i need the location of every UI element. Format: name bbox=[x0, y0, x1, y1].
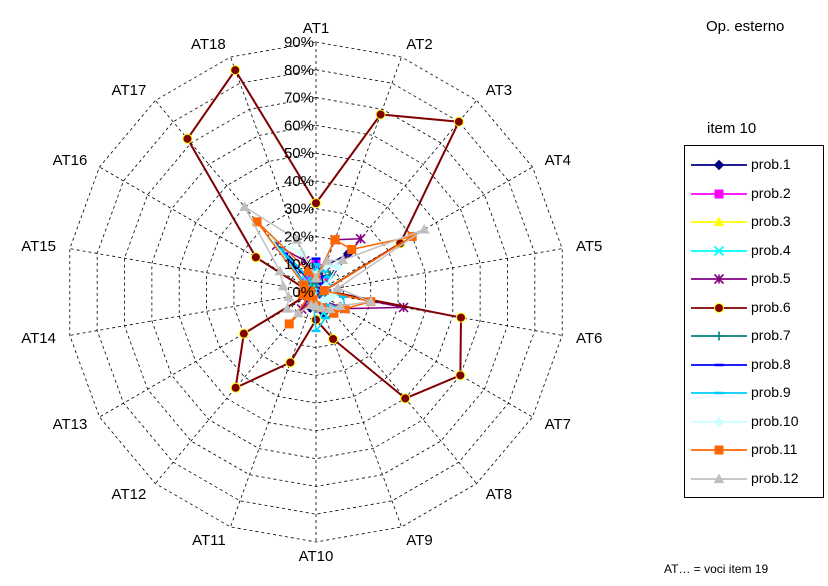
axis-label-AT14: AT14 bbox=[21, 330, 56, 347]
data-point bbox=[251, 253, 260, 262]
series-prob-12 bbox=[240, 202, 429, 316]
axis-label-AT6: AT6 bbox=[576, 330, 602, 347]
data-point bbox=[454, 117, 463, 126]
legend-symbol bbox=[689, 384, 749, 402]
legend-symbol bbox=[689, 270, 749, 288]
radial-tick-label: 30% bbox=[284, 201, 314, 218]
footnote: AT… = voci item 19 bbox=[664, 562, 768, 576]
legend-item: prob.4 bbox=[685, 238, 823, 264]
series-line bbox=[187, 70, 461, 398]
axis-label-AT10: AT10 bbox=[299, 548, 334, 565]
data-point bbox=[239, 329, 248, 338]
legend-symbol bbox=[689, 299, 749, 317]
chart-legend: prob.1 prob.2 prob.3 prob.4 prob.5 prob.6 prob… bbox=[684, 145, 824, 498]
series-prob-6 bbox=[183, 66, 466, 403]
axis-label-AT15: AT15 bbox=[21, 238, 56, 255]
legend-symbol bbox=[689, 413, 749, 431]
axis-label-AT11: AT11 bbox=[192, 532, 226, 549]
radial-tick-label: 0% bbox=[292, 284, 314, 301]
axis-label-AT2: AT2 bbox=[406, 36, 432, 53]
spoke-AT9 bbox=[316, 292, 402, 527]
legend-symbol bbox=[689, 356, 749, 374]
radar-series bbox=[183, 66, 466, 403]
spoke-AT2 bbox=[316, 57, 402, 292]
axis-label-AT7: AT7 bbox=[545, 416, 571, 433]
legend-label: prob.10 bbox=[751, 413, 798, 429]
axis-label-AT8: AT8 bbox=[486, 486, 512, 503]
legend-symbol bbox=[689, 213, 749, 231]
legend-item: prob.2 bbox=[685, 181, 823, 207]
radar-chart: 0%10%20%30%40%50%60%70%80%90% AT1AT2AT3A… bbox=[0, 0, 684, 586]
legend-label: prob.7 bbox=[751, 327, 791, 343]
axis-label-AT12: AT12 bbox=[112, 486, 147, 503]
legend-label: prob.5 bbox=[751, 270, 791, 286]
spoke-AT8 bbox=[316, 292, 477, 484]
legend-item: prob.10 bbox=[685, 409, 823, 435]
legend-label: prob.1 bbox=[751, 156, 791, 172]
data-point bbox=[231, 383, 240, 392]
data-point bbox=[286, 358, 295, 367]
data-point bbox=[348, 245, 356, 253]
legend-label: prob.12 bbox=[751, 470, 798, 486]
axis-label-AT5: AT5 bbox=[576, 238, 602, 255]
axis-label-AT4: AT4 bbox=[545, 152, 571, 169]
legend-symbol bbox=[689, 327, 749, 345]
legend-symbol bbox=[689, 242, 749, 260]
chart-title: Op. esterno bbox=[706, 18, 784, 35]
data-point bbox=[456, 313, 465, 322]
radial-tick-label: 80% bbox=[284, 62, 314, 79]
data-point bbox=[376, 110, 385, 119]
data-point bbox=[420, 225, 429, 233]
radial-tick-label: 10% bbox=[284, 256, 314, 273]
data-point bbox=[329, 334, 338, 343]
legend-item: prob.1 bbox=[685, 152, 823, 178]
legend-item: prob.11 bbox=[685, 437, 823, 463]
legend-item: prob.7 bbox=[685, 323, 823, 349]
legend-symbol bbox=[689, 470, 749, 488]
radial-tick-label: 40% bbox=[284, 173, 314, 190]
legend-item: prob.5 bbox=[685, 266, 823, 292]
radial-tick-label: 70% bbox=[284, 90, 314, 107]
legend-item: prob.9 bbox=[685, 380, 823, 406]
item-label: item 10 bbox=[707, 120, 756, 137]
data-point bbox=[331, 236, 339, 244]
data-point bbox=[401, 394, 410, 403]
radial-tick-label: 50% bbox=[284, 145, 314, 162]
legend-symbol bbox=[689, 441, 749, 459]
legend-label: prob.2 bbox=[751, 185, 791, 201]
legend-symbol bbox=[689, 156, 749, 174]
legend-item: prob.12 bbox=[685, 466, 823, 492]
radial-tick-labels: 0% 10% 20% 30% 40% 50% 60% 70% 80% 90% bbox=[284, 34, 314, 301]
axis-label-AT1: AT1 bbox=[303, 20, 329, 37]
radial-tick-label: 60% bbox=[284, 117, 314, 134]
axis-label-AT16: AT16 bbox=[53, 152, 88, 169]
legend-symbol bbox=[689, 185, 749, 203]
axis-label-AT9: AT9 bbox=[406, 532, 432, 549]
axis-label-AT3: AT3 bbox=[486, 82, 512, 99]
spoke-AT11 bbox=[230, 292, 316, 527]
axis-label-AT18: AT18 bbox=[191, 36, 226, 53]
data-point bbox=[320, 287, 328, 295]
data-point bbox=[456, 371, 465, 380]
legend-label: prob.8 bbox=[751, 356, 791, 372]
legend-label: prob.6 bbox=[751, 299, 791, 315]
axis-label-AT13: AT13 bbox=[53, 416, 88, 433]
legend-label: prob.3 bbox=[751, 213, 791, 229]
data-point bbox=[285, 320, 293, 328]
legend-label: prob.11 bbox=[751, 441, 797, 457]
data-point bbox=[183, 134, 192, 143]
legend-item: prob.3 bbox=[685, 209, 823, 235]
legend-label: prob.4 bbox=[751, 242, 791, 258]
legend-item: prob.6 bbox=[685, 295, 823, 321]
axis-label-AT17: AT17 bbox=[112, 82, 147, 99]
data-point bbox=[231, 66, 240, 75]
legend-item: prob.8 bbox=[685, 352, 823, 378]
legend-label: prob.9 bbox=[751, 384, 791, 400]
radial-tick-label: 20% bbox=[284, 228, 314, 245]
